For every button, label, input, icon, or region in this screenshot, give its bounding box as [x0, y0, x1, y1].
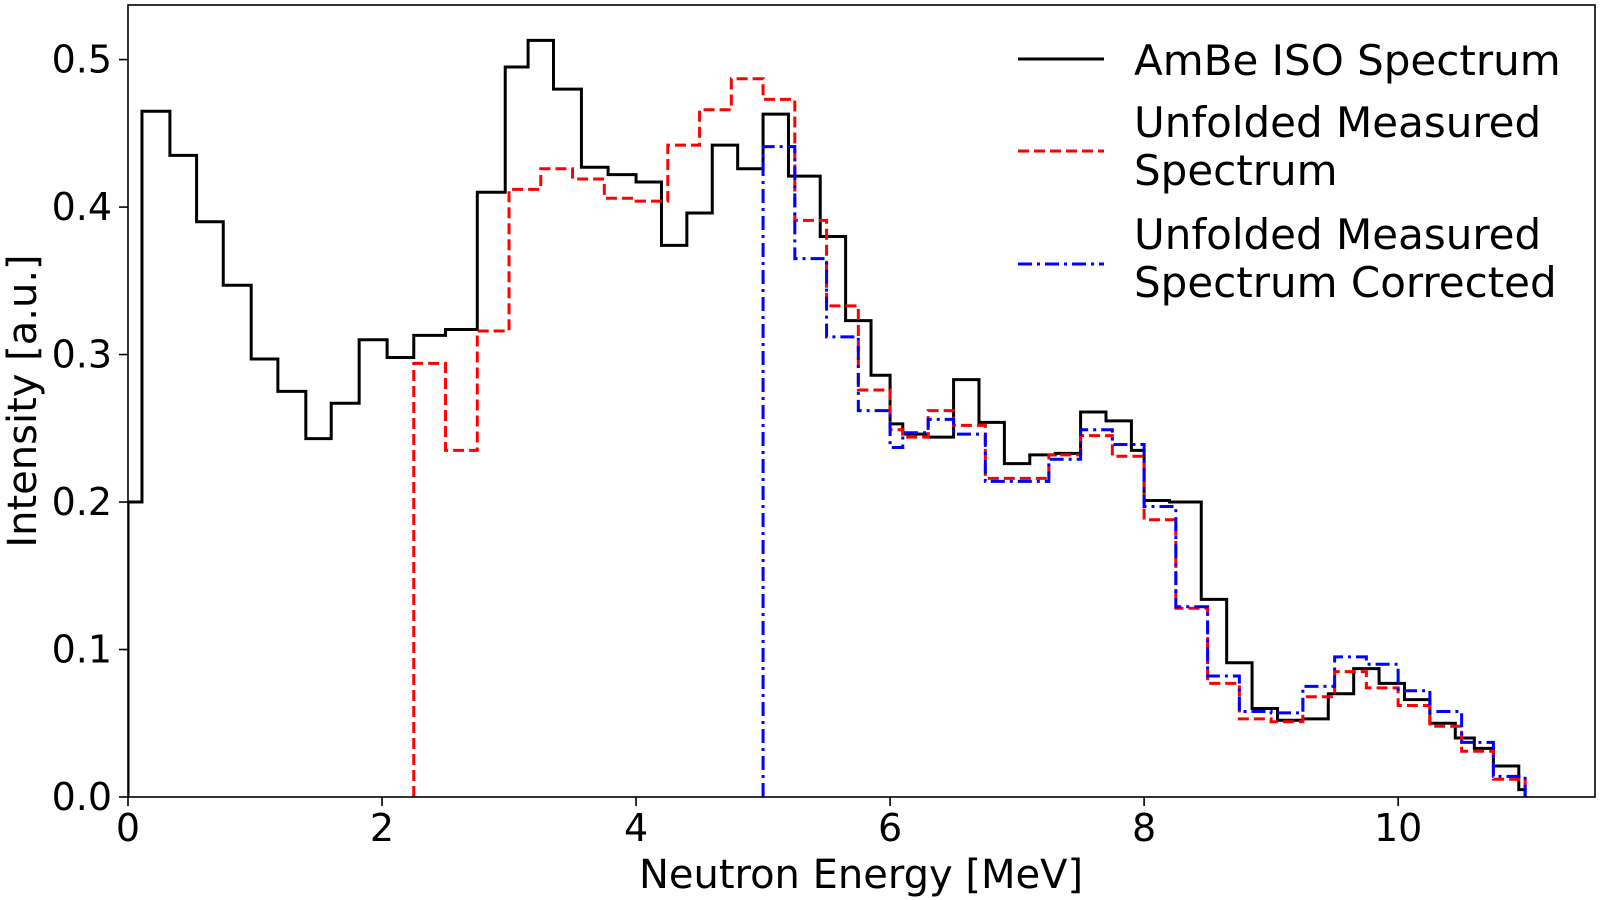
series-layer: [128, 38, 1527, 797]
y-tick-label: 0.4: [52, 185, 112, 229]
legend-label-ambe-iso: AmBe ISO Spectrum: [1134, 36, 1561, 85]
series-ambe-iso-spectrum: [128, 38, 1527, 797]
series-unfolded-measured-spectrum: [412, 77, 1527, 797]
plot-frame: [127, 4, 1596, 798]
y-axis-ticks: 0.0 0.1 0.2 0.3 0.4 0.5: [52, 38, 128, 819]
legend: AmBe ISO Spectrum Unfolded Measured Spec…: [1018, 36, 1561, 307]
legend-label-unfolded-corrected: Unfolded Measured Spectrum Corrected: [1134, 210, 1557, 307]
x-tick-label: 6: [878, 806, 902, 850]
x-tick-label: 2: [370, 806, 394, 850]
series-unfolded-measured-spectrum-corrected: [761, 145, 1527, 797]
x-axis-title: Neutron Energy [MeV]: [639, 852, 1083, 898]
x-tick-label: 4: [624, 806, 648, 850]
y-axis-title: Intensity [a.u.]: [0, 254, 46, 547]
y-tick-label: 0.1: [52, 628, 112, 672]
y-tick-label: 0.0: [52, 775, 112, 819]
x-tick-label: 8: [1132, 806, 1156, 850]
y-tick-label: 0.2: [52, 480, 112, 524]
y-tick-label: 0.5: [52, 38, 112, 82]
x-tick-label: 0: [116, 806, 140, 850]
y-tick-label: 0.3: [52, 333, 112, 377]
x-tick-label: 10: [1374, 806, 1422, 850]
plot-area: [127, 4, 1596, 798]
x-axis-ticks: 0 2 4 6 8 10: [116, 797, 1422, 850]
legend-label-unfolded-measured: Unfolded Measured Spectrum: [1134, 98, 1555, 195]
